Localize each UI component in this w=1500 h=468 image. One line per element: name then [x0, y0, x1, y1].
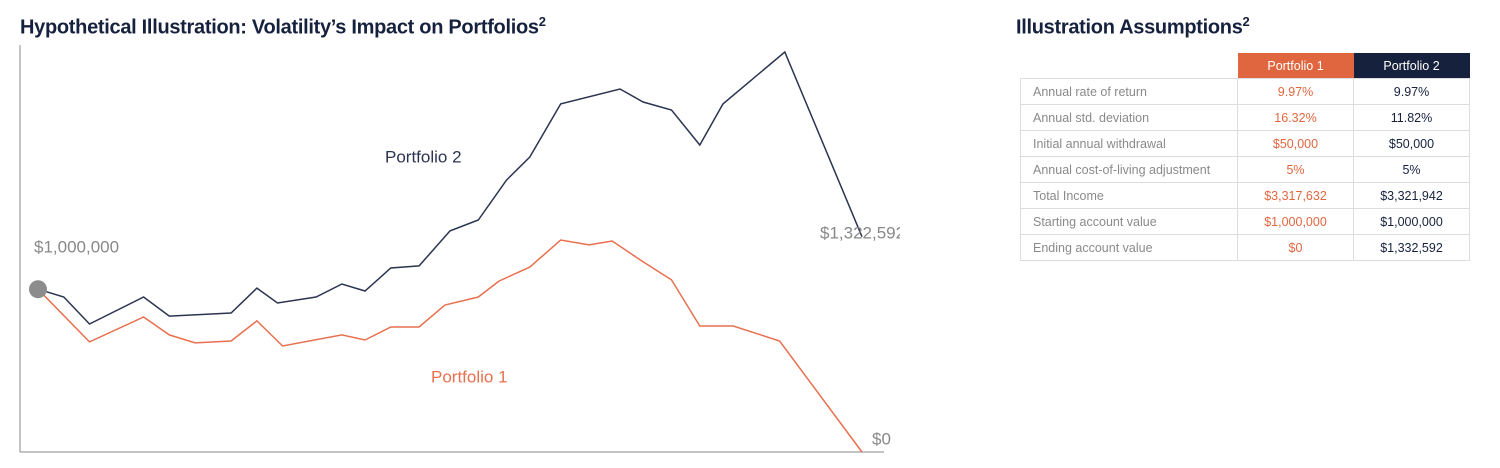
table-row: Starting account value $1,000,000 $1,000,0… [1020, 208, 1470, 235]
chart: $1,000,000 Portfolio 2 $1,322,592 Portfoli… [19, 45, 900, 453]
table-row: Ending account value $0 $1,332,592 [1020, 234, 1470, 261]
table-title: Illustration Assumptions [1016, 16, 1243, 39]
assumptions-table: Portfolio 1 Portfolio 2 Annual rate of ret… [1020, 53, 1470, 261]
chart-title: Hypothetical Illustration: Volatility’s … [20, 16, 539, 39]
row-label: Annual std. deviation [1020, 104, 1238, 131]
series-line [37, 50, 863, 325]
row-label: Initial annual withdrawal [1020, 130, 1238, 157]
end-label: $1,322,592 [820, 223, 900, 242]
start-label: $1,000,000 [34, 237, 119, 256]
value-cell: $50,000 [1237, 130, 1354, 157]
value-cell: $1,000,000 [1237, 208, 1354, 235]
table-row: Total Income $3,317,632 $3,321,942 [1020, 182, 1470, 209]
column-header: Portfolio 1 [1237, 53, 1354, 79]
table-row: Annual cost-of-living adjustment 5% 5% [1020, 156, 1470, 183]
value-cell: $1,332,592 [1353, 234, 1470, 261]
value-cell: $1,000,000 [1353, 208, 1470, 235]
row-label: Starting account value [1020, 208, 1238, 235]
row-label: Total Income [1020, 182, 1238, 209]
value-cell: $3,321,942 [1353, 182, 1470, 209]
value-cell: 9.97% [1237, 78, 1354, 105]
value-cell: 5% [1237, 156, 1354, 183]
table-row: Initial annual withdrawal $50,000 $50,000 [1020, 130, 1470, 157]
row-label: Annual rate of return [1020, 78, 1238, 105]
row-label: Annual cost-of-living adjustment [1020, 156, 1238, 183]
end-label: $0 [872, 429, 891, 448]
series-name: Portfolio 1 [431, 367, 508, 386]
series-line [37, 239, 863, 453]
value-cell: $50,000 [1353, 130, 1470, 157]
header-row: Portfolio 1 Portfolio 2 [1021, 53, 1470, 79]
value-cell: 11.82% [1353, 104, 1470, 131]
table-row: Annual std. deviation 16.32% 11.82% [1020, 104, 1470, 131]
table-title-wrap: Illustration Assumptions2 [1016, 14, 1250, 40]
value-cell: $0 [1237, 234, 1354, 261]
start-point [29, 280, 47, 299]
header-blank [1021, 53, 1238, 79]
chart-title-wrap: Hypothetical Illustration: Volatility’s … [20, 14, 546, 40]
table-title-note: 2 [1242, 14, 1250, 29]
value-cell: 16.32% [1237, 104, 1354, 131]
row-label: Ending account value [1020, 234, 1238, 261]
series-name: Portfolio 2 [385, 147, 462, 166]
table-row: Annual rate of return 9.97% 9.97% [1020, 78, 1470, 105]
value-cell: 9.97% [1353, 78, 1470, 105]
value-cell: 5% [1353, 156, 1470, 183]
title-note: 2 [538, 14, 546, 29]
value-cell: $3,317,632 [1237, 182, 1354, 209]
column-header: Portfolio 2 [1353, 53, 1470, 79]
